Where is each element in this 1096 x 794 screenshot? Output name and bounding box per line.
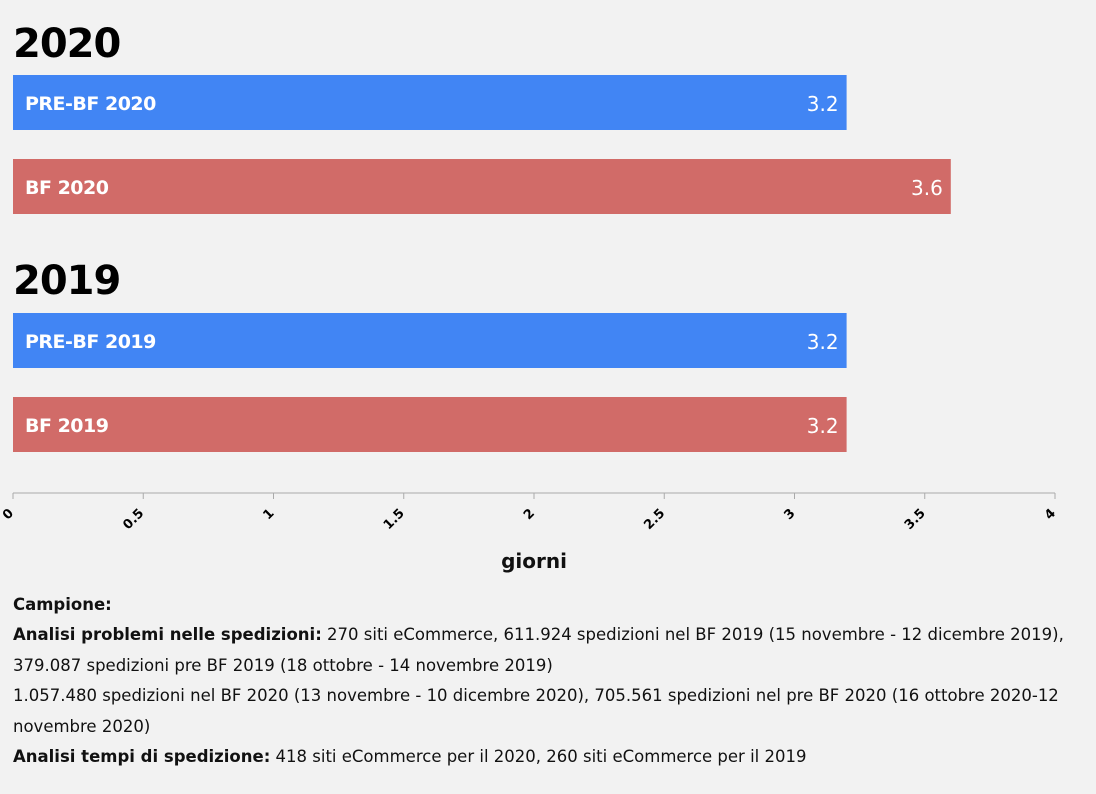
bar-label-pre-bf-2020: PRE-BF 2020 [25, 93, 156, 115]
x-tick-label-3.5: 3.5 [902, 506, 929, 533]
bar-value-pre-bf-2020: 3.2 [807, 92, 839, 116]
bar-pre-bf-2019 [13, 313, 847, 368]
notes-heading: Campione: [13, 595, 112, 614]
note-problemi: Analisi problemi nelle spedizioni: 270 s… [13, 620, 1073, 681]
bar-label-bf-2019: BF 2019 [25, 415, 108, 437]
group-title-2019: 2019 [13, 258, 120, 304]
bar-pre-bf-2020 [13, 75, 847, 130]
bar-label-pre-bf-2019: PRE-BF 2019 [25, 331, 156, 353]
x-tick-label-0: 0 [0, 506, 17, 523]
bar-bf-2020 [13, 159, 951, 214]
note-problemi-2020: 1.057.480 spedizioni nel BF 2020 (13 nov… [13, 681, 1073, 742]
note-problemi-text: 270 siti eCommerce, 611.924 spedizioni n… [13, 625, 1064, 675]
x-tick-label-3: 3 [781, 506, 798, 523]
x-tick-label-1: 1 [260, 506, 277, 523]
bar-value-bf-2020: 3.6 [911, 176, 943, 200]
x-tick-label-2: 2 [521, 506, 538, 523]
group-title-2020: 2020 [13, 21, 120, 67]
x-tick-label-2.5: 2.5 [641, 506, 668, 533]
note-tempi-text: 418 siti eCommerce per il 2020, 260 siti… [270, 747, 807, 766]
bar-value-pre-bf-2019: 3.2 [807, 330, 839, 354]
x-tick-label-1.5: 1.5 [381, 506, 408, 533]
x-tick-label-4: 4 [1042, 506, 1059, 523]
bar-bf-2019 [13, 397, 847, 452]
chart: 2020 PRE-BF 2020 3.2 BF 2020 3.6 2019 PRE-BF 2… [0, 21, 1059, 573]
note-problemi-label: Analisi problemi nelle spedizioni: [13, 625, 322, 644]
x-axis-title: giorni [501, 549, 567, 573]
x-tick-label-0.5: 0.5 [120, 506, 147, 533]
bar-label-bf-2020: BF 2020 [25, 177, 109, 199]
notes: Campione: Analisi problemi nelle spedizi… [13, 590, 1073, 773]
note-problemi-2020-text: 1.057.480 spedizioni nel BF 2020 (13 nov… [13, 686, 1059, 736]
bar-value-bf-2019: 3.2 [807, 414, 839, 438]
note-tempi: Analisi tempi di spedizione: 418 siti eC… [13, 742, 1073, 773]
note-tempi-label: Analisi tempi di spedizione: [13, 747, 271, 766]
